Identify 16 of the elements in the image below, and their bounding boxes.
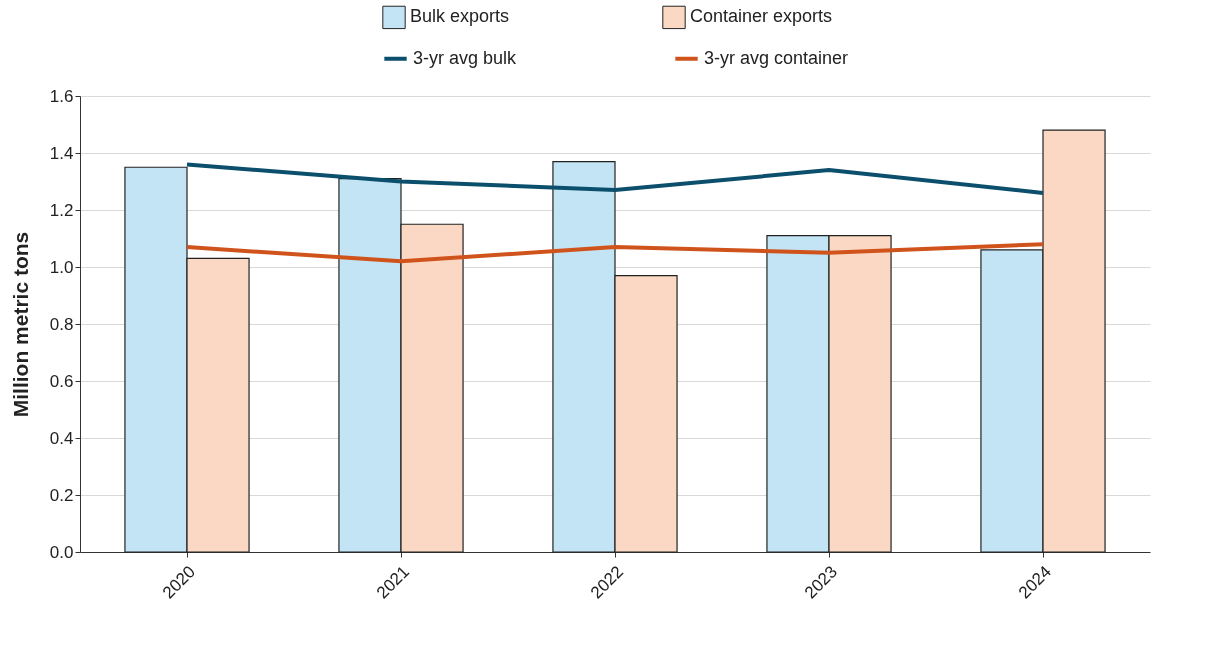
y-axis-title: Million metric tons <box>8 231 32 418</box>
y-tick-label: 0.2 <box>49 485 74 505</box>
y-tick-label: 1.0 <box>49 257 74 277</box>
y-tick-label: 1.2 <box>49 200 74 220</box>
legend-label: 3-yr avg container <box>704 47 849 68</box>
y-tick-label: 0.0 <box>49 542 74 562</box>
y-tick-label: 0.4 <box>49 428 74 448</box>
y-tick-label: 0.6 <box>49 371 74 391</box>
legend-label: Container exports <box>690 6 833 27</box>
legend-label: Bulk exports <box>410 6 510 27</box>
line-series <box>185 242 1045 264</box>
legend-label: 3-yr avg bulk <box>413 47 518 68</box>
y-tick-label: 1.6 <box>49 86 74 106</box>
y-tick-label: 0.8 <box>49 314 74 334</box>
y-tick-label: 1.4 <box>49 143 74 163</box>
line-series <box>185 162 1045 195</box>
